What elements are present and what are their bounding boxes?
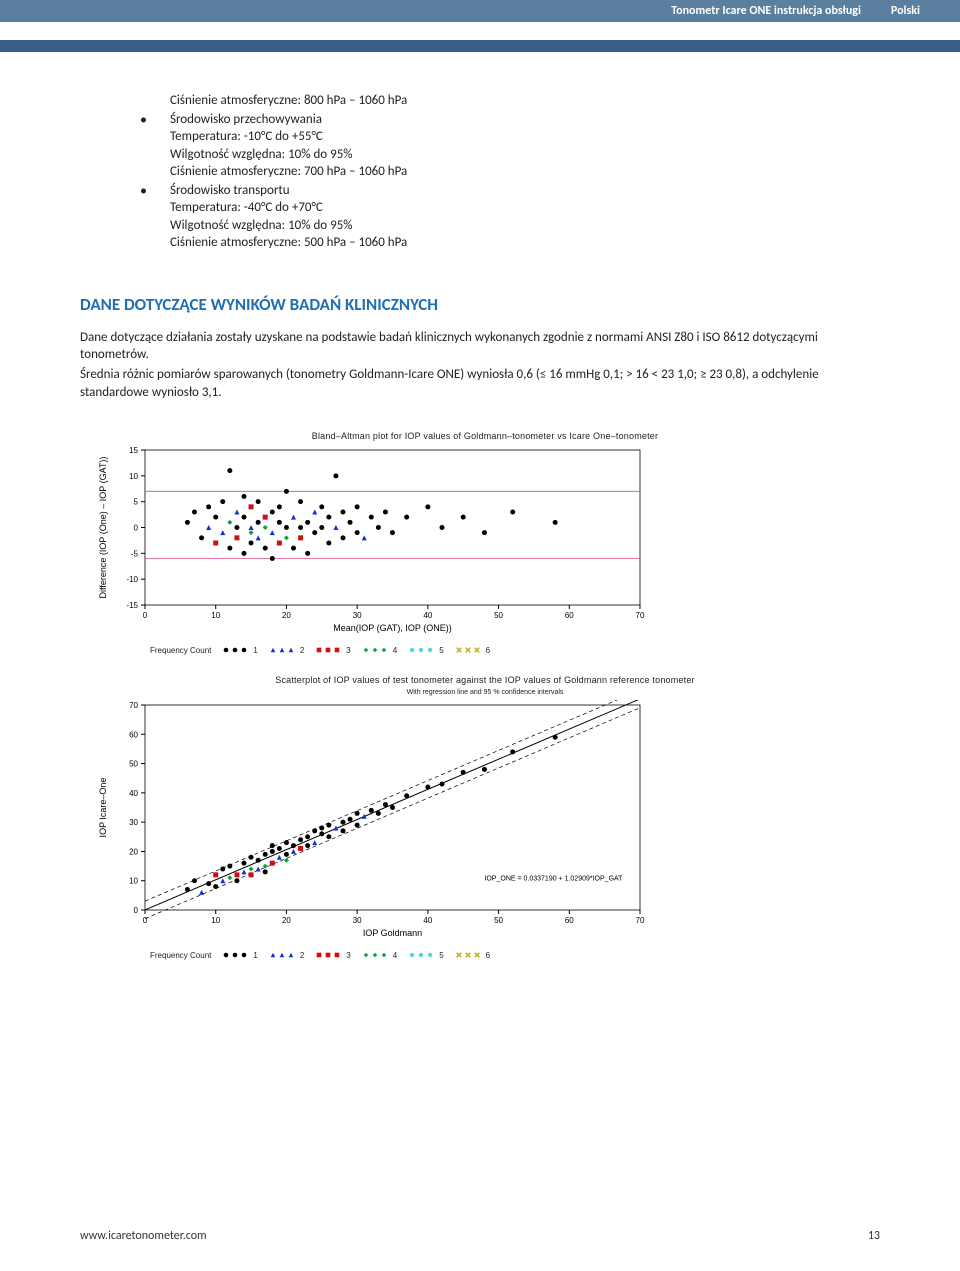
svg-text:-15: -15 (126, 601, 138, 610)
legend-item: 2 (268, 645, 304, 655)
legend-item: 5 (407, 950, 443, 960)
spec-storage-press: Ciśnienie atmosferyczne: 700 hPa – 1060 … (170, 163, 880, 181)
spec-list: Ciśnienie atmosferyczne: 800 hPa – 1060 … (80, 92, 880, 252)
bullet-icon: • (140, 182, 170, 252)
spec-storage-title: Środowisko przechowywania (170, 111, 880, 129)
chart2-svg: 0 10 20 30 40 50 60 70 0 10 20 30 40 50 60 70 IOP_ONE = … (90, 700, 650, 940)
svg-text:-5: -5 (131, 549, 139, 558)
footer-url: www.icaretonometer.com (80, 1229, 207, 1243)
spec-transport-humid: Wilgotność względna: 10% do 95% (170, 217, 880, 235)
svg-text:5: 5 (134, 498, 139, 507)
chart2-subtitle: With regression line and 95 % confidence… (90, 689, 880, 696)
svg-text:50: 50 (494, 916, 503, 925)
chart2-title: Scatterplot of IOP values of test tonome… (90, 675, 880, 685)
legend-item: 6 (454, 950, 490, 960)
chart1-svg: 0 10 20 30 40 50 60 70 -15 -10 -5 0 5 10 15 Difference … (90, 445, 650, 635)
svg-text:IOP Goldmann: IOP Goldmann (363, 928, 422, 938)
spec-line: Ciśnienie atmosferyczne: 800 hPa – 1060 … (170, 92, 880, 110)
svg-text:40: 40 (423, 916, 432, 925)
legend-item: 5 (407, 645, 443, 655)
legend-item: 6 (454, 645, 490, 655)
svg-text:20: 20 (282, 611, 291, 620)
svg-text:30: 30 (129, 818, 138, 827)
section-title: DANE DOTYCZĄCE WYNIKÓW BADAŃ KLINICZNYCH (80, 294, 880, 315)
svg-text:20: 20 (282, 916, 291, 925)
svg-text:60: 60 (565, 611, 574, 620)
svg-text:10: 10 (129, 472, 138, 481)
svg-text:Mean(IOP (GAT), IOP (ONE)): Mean(IOP (GAT), IOP (ONE)) (333, 623, 452, 633)
paragraph-2: Średnia różnic pomiarów sparowanych (ton… (80, 366, 880, 401)
header-bar: Tonometr Icare ONE instrukcja obsługi Po… (0, 0, 960, 22)
bland-altman-chart: Bland–Altman plot for IOP values of Gold… (90, 431, 880, 655)
svg-text:0: 0 (143, 916, 148, 925)
spec-storage-humid: Wilgotność względna: 10% do 95% (170, 146, 880, 164)
legend-item: 1 (221, 950, 257, 960)
legend-item: 3 (314, 645, 350, 655)
svg-text:0: 0 (143, 611, 148, 620)
svg-text:70: 70 (129, 701, 138, 710)
legend-label: Frequency Count (150, 951, 211, 960)
legend-item: 4 (361, 645, 397, 655)
legend-item: 4 (361, 950, 397, 960)
footer: www.icaretonometer.com 13 (80, 1229, 880, 1243)
svg-text:Difference (IOP (One) – IOP (G: Difference (IOP (One) – IOP (GAT)) (98, 457, 108, 599)
legend-item: 1 (221, 645, 257, 655)
svg-text:70: 70 (636, 611, 645, 620)
svg-text:-10: -10 (126, 575, 138, 584)
svg-text:60: 60 (565, 916, 574, 925)
bullet-icon: • (140, 111, 170, 181)
footer-page: 13 (868, 1229, 880, 1243)
chart1-legend: Frequency Count 1 23 45 6 (90, 645, 880, 655)
chart1-title: Bland–Altman plot for IOP values of Gold… (90, 431, 880, 441)
svg-text:10: 10 (129, 877, 138, 886)
header-title: Tonometr Icare ONE instrukcja obsługi (671, 4, 861, 18)
svg-text:30: 30 (353, 611, 362, 620)
svg-text:70: 70 (636, 916, 645, 925)
sub-bar (0, 40, 960, 52)
svg-text:50: 50 (494, 611, 503, 620)
header-lang: Polski (891, 4, 920, 18)
svg-text:40: 40 (129, 789, 138, 798)
svg-text:60: 60 (129, 730, 138, 739)
spec-transport-temp: Temperatura: -40°C do +70°C (170, 199, 880, 217)
svg-text:40: 40 (423, 611, 432, 620)
svg-text:10: 10 (211, 916, 220, 925)
scatter-chart: Scatterplot of IOP values of test tonome… (90, 675, 880, 960)
chart2-legend: Frequency Count 1 23 45 6 (90, 950, 880, 960)
svg-text:50: 50 (129, 760, 138, 769)
svg-text:0: 0 (134, 524, 139, 533)
spec-storage-temp: Temperatura: -10°C do +55°C (170, 128, 880, 146)
legend-item: 3 (314, 950, 350, 960)
svg-text:15: 15 (129, 446, 138, 455)
svg-text:10: 10 (211, 611, 220, 620)
spec-transport-press: Ciśnienie atmosferyczne: 500 hPa – 1060 … (170, 234, 880, 252)
paragraph-1: Dane dotyczące działania zostały uzyskan… (80, 329, 880, 364)
svg-text:30: 30 (353, 916, 362, 925)
svg-text:IOP_ONE = 0.0337190 + 1.02909*: IOP_ONE = 0.0337190 + 1.02909*IOP_GAT (484, 876, 623, 883)
legend-item: 2 (268, 950, 304, 960)
svg-text:IOP Icare–One: IOP Icare–One (98, 778, 108, 838)
svg-text:0: 0 (134, 906, 139, 915)
svg-text:20: 20 (129, 848, 138, 857)
spec-transport-title: Środowisko transportu (170, 182, 880, 200)
legend-label: Frequency Count (150, 646, 211, 655)
